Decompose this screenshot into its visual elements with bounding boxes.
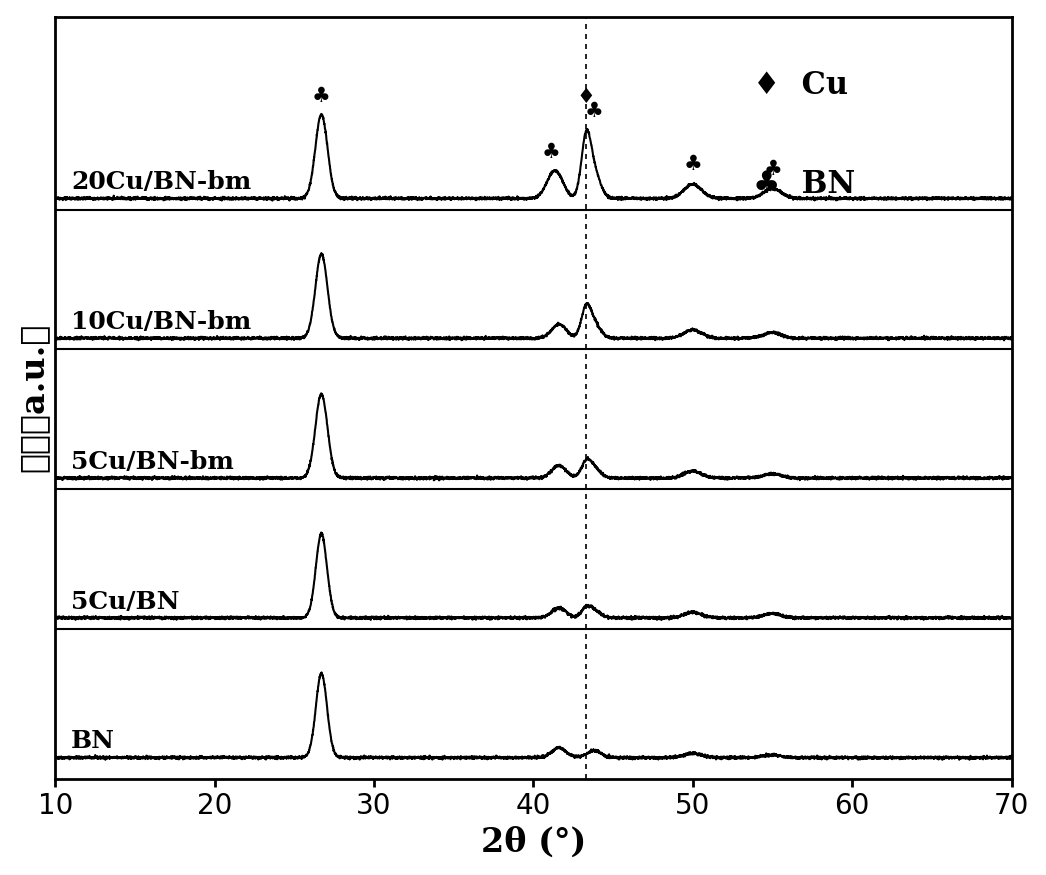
Text: ♣: ♣ <box>312 86 331 106</box>
Text: 10Cu/BN-bm: 10Cu/BN-bm <box>71 310 251 334</box>
X-axis label: 2θ (°): 2θ (°) <box>481 825 586 858</box>
Text: 20Cu/BN-bm: 20Cu/BN-bm <box>71 171 251 194</box>
Text: 5Cu/BN: 5Cu/BN <box>71 590 180 613</box>
Text: ♦: ♦ <box>576 87 595 107</box>
Text: BN: BN <box>71 730 115 753</box>
Text: ♣: ♣ <box>585 101 604 121</box>
Text: ♦  Cu: ♦ Cu <box>753 70 848 101</box>
Text: ♣  BN: ♣ BN <box>753 169 856 200</box>
Text: ♣: ♣ <box>683 155 702 174</box>
Text: 5Cu/BN-bm: 5Cu/BN-bm <box>71 450 234 474</box>
Text: ♣: ♣ <box>764 158 782 178</box>
Text: ♣: ♣ <box>542 142 561 162</box>
Y-axis label: 强度（a.u.）: 强度（a.u.） <box>17 323 49 472</box>
